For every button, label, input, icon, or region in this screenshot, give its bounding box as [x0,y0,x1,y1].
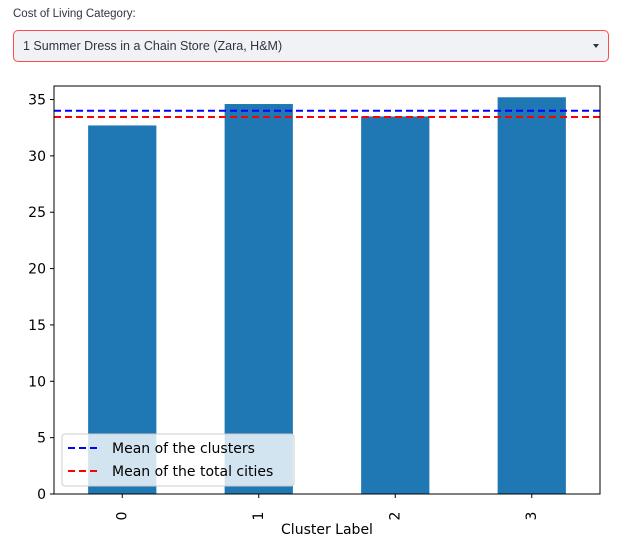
y-tick-label: 20 [28,262,46,278]
cluster-bar-chart: 0 5 10 15 20 25 30 35 0 1 2 3 Cluster Label Mean o… [28,85,601,538]
x-tick-label: 3 [524,512,540,521]
legend-label: Mean of the clusters [112,441,255,457]
legend-box [61,433,295,487]
y-axis: 0 5 10 15 20 25 30 35 [28,93,54,503]
plot-frame [53,85,601,495]
bar-cluster-0 [88,125,157,494]
bar-cluster-1 [224,104,293,495]
cost-category-label: Cost of Living Category: [13,8,136,20]
bars-layer [88,97,566,495]
x-tick-label: 1 [251,512,267,521]
x-axis-label: Cluster Label [281,522,373,538]
y-tick-label: 10 [28,374,46,390]
cost-category-selected-value: 1 Summer Dress in a Chain Store (Zara, H… [23,39,283,53]
x-tick-label: 0 [114,512,130,521]
cost-category-select[interactable]: 1 Summer Dress in a Chain Store (Zara, H… [13,30,609,62]
y-tick-label: 15 [28,318,46,334]
legend-label: Mean of the total cities [112,464,273,480]
y-tick-label: 30 [28,149,46,165]
bar-cluster-3 [497,97,566,494]
y-tick-label: 0 [37,487,46,503]
x-axis: 0 1 2 3 [114,494,540,520]
chevron-down-icon[interactable] [593,44,599,48]
y-tick-label: 5 [37,431,46,447]
y-tick-label: 25 [28,205,46,221]
y-tick-label: 35 [28,93,46,109]
reference-lines-layer [54,109,600,118]
bar-cluster-2 [361,116,430,494]
chart-legend: Mean of the clusters Mean of the total ci… [61,433,295,487]
x-tick-label: 2 [387,512,403,521]
